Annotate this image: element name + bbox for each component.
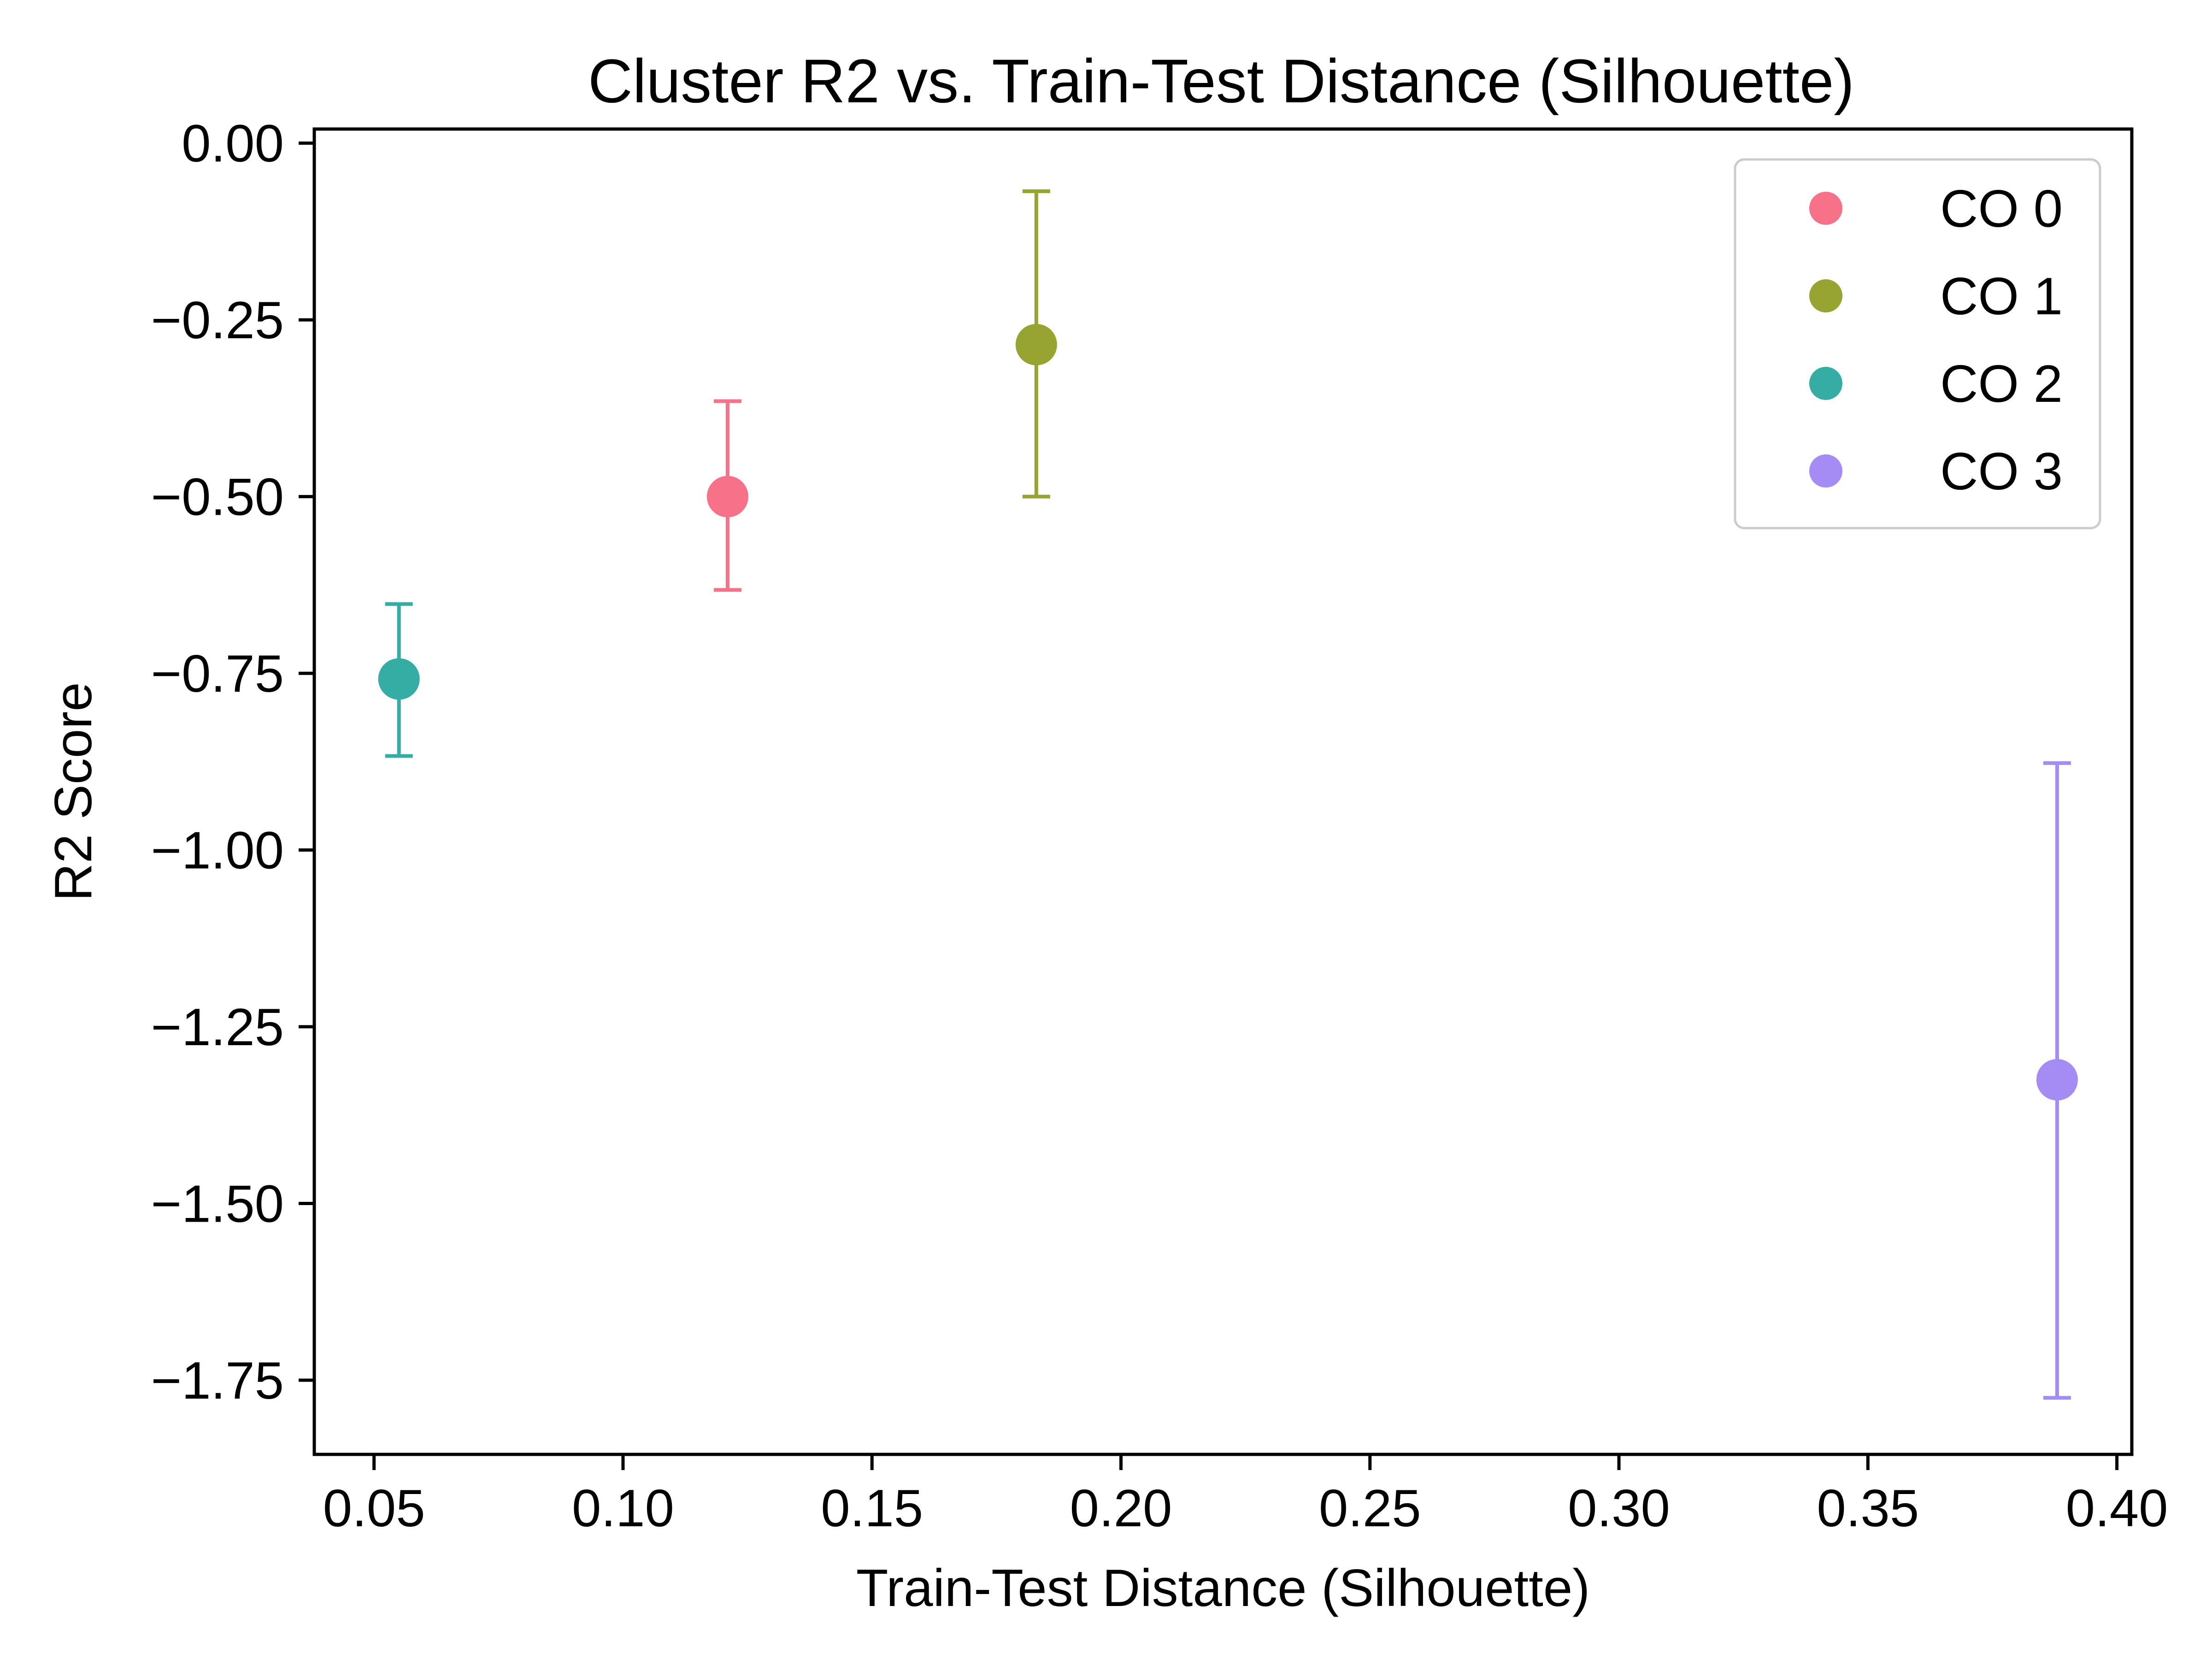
x-tick-label: 0.20 <box>1070 1479 1172 1538</box>
y-axis-ticks: 0.00 −0.25 −0.50 −0.75 −1.00 −1.25 −1.50 −1.75 <box>151 115 314 1410</box>
chart-title: Cluster R2 vs. Train-Test Distance (Silh… <box>588 47 1854 116</box>
legend-box <box>1734 158 2101 529</box>
plot-frame <box>312 127 2134 1456</box>
legend-label: CO 2 <box>1940 355 2063 413</box>
x-tick-label: 0.10 <box>572 1479 674 1538</box>
x-tick-label: 0.35 <box>1817 1479 1919 1538</box>
y-tick-label: −0.25 <box>151 291 284 350</box>
y-tick-label: −1.00 <box>151 822 284 880</box>
x-tick-label: 0.25 <box>1319 1479 1421 1538</box>
series-co-0 <box>706 399 748 592</box>
legend-label: CO 0 <box>1940 180 2063 238</box>
x-tick-label: 0.05 <box>323 1479 425 1538</box>
y-tick-label: 0.00 <box>182 115 284 173</box>
y-tick-label: −1.25 <box>151 998 284 1057</box>
legend-marker <box>1809 367 1842 400</box>
data-point <box>706 476 748 518</box>
legend-marker <box>1809 279 1842 312</box>
series-co-2 <box>378 602 420 758</box>
y-tick-label: −1.75 <box>151 1352 284 1410</box>
x-tick-label: 0.30 <box>1568 1479 1670 1538</box>
legend: CO 0 CO 1 CO 2 CO 3 <box>1734 158 2101 529</box>
x-tick-label: 0.15 <box>821 1479 923 1538</box>
data-point <box>2036 1059 2078 1101</box>
data-point <box>1015 324 1057 365</box>
x-axis-ticks: 0.05 0.10 0.15 0.20 0.25 0.30 0.35 0.40 <box>323 1454 2168 1538</box>
series-co-3 <box>2036 761 2078 1400</box>
y-tick-label: −0.50 <box>151 468 284 527</box>
data-point <box>378 658 420 700</box>
x-tick-label: 0.40 <box>2066 1479 2168 1538</box>
y-tick-label: −0.75 <box>151 645 284 703</box>
series-co-1 <box>1015 189 1057 499</box>
x-axis-label: Train-Test Distance (Silhouette) <box>856 1559 1590 1618</box>
legend-marker <box>1809 454 1842 488</box>
legend-marker <box>1809 192 1842 225</box>
y-axis-label: R2 Score <box>44 682 103 901</box>
legend-label: CO 3 <box>1940 442 2063 501</box>
y-tick-label: −1.50 <box>151 1175 284 1233</box>
plot-area <box>378 189 2078 1400</box>
legend-label: CO 1 <box>1940 267 2063 326</box>
